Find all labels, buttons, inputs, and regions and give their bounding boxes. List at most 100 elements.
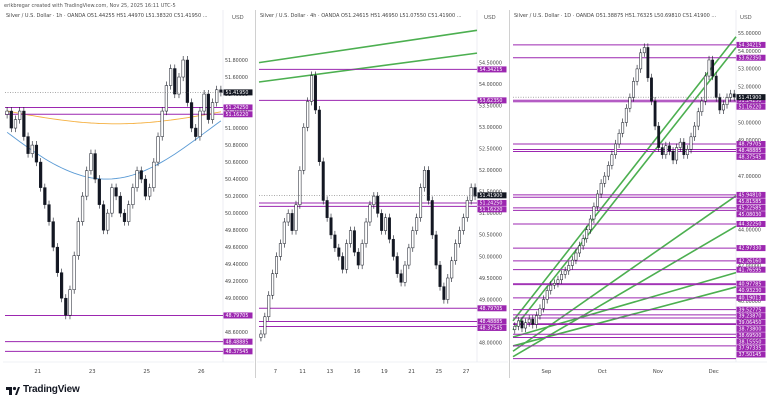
price-tick-label: 54.00000 <box>738 49 761 55</box>
moving-average-orange <box>7 110 221 125</box>
level-price-tag <box>736 147 766 154</box>
candle-body <box>732 93 736 98</box>
candle-body <box>621 122 625 134</box>
candle-body <box>693 125 697 138</box>
trendline <box>512 36 737 322</box>
level-price-label: 45.94810 <box>739 193 762 199</box>
price-tick-label: 49.80000 <box>225 228 248 234</box>
candle-body <box>650 77 653 102</box>
candle-body <box>606 165 610 177</box>
candle-body <box>271 273 275 296</box>
candle-body <box>639 52 643 70</box>
price-tick-label: 49.00000 <box>479 297 502 303</box>
candle-body <box>450 260 454 279</box>
candle-body <box>143 178 148 197</box>
level-price-tag <box>736 319 766 326</box>
candle-body <box>368 204 372 223</box>
candle-body <box>106 212 110 231</box>
candle-body <box>181 59 185 78</box>
level-price-tag <box>736 325 766 332</box>
time-tick-label: Nov <box>653 369 663 375</box>
candle-body <box>333 234 337 249</box>
candle-body <box>678 141 682 148</box>
level-price-label: 48.37545 <box>226 349 249 355</box>
panel-divider <box>255 10 256 378</box>
candle-body <box>722 104 725 111</box>
current-price-tag <box>223 89 253 96</box>
candle-body <box>707 59 711 77</box>
candle-body <box>110 187 114 214</box>
candle-body <box>399 273 403 283</box>
time-tick-label: 25 <box>436 369 443 375</box>
level-price-tag <box>736 141 766 148</box>
candle-body <box>635 68 639 82</box>
level-price-label: 42.97330 <box>739 246 762 252</box>
candle-body <box>592 206 596 220</box>
candle-body <box>664 145 668 155</box>
panel-title: Silver / U.S. Dollar · 4h · OANDA O51.24… <box>260 13 462 19</box>
level-price-label: 48.79705 <box>739 142 762 148</box>
candle-body <box>9 110 13 129</box>
candle-body <box>657 125 661 148</box>
level-price-label: 51.16220 <box>739 104 762 110</box>
candle-body <box>653 100 657 127</box>
candle-body <box>215 89 219 103</box>
price-tick-label: 49.40000 <box>225 262 248 268</box>
candle-body <box>387 217 391 240</box>
level-price-tag <box>736 220 766 227</box>
brand-name: TradingView <box>23 383 80 395</box>
price-tick-label: 40.00000 <box>738 299 761 305</box>
level-price-label: 38.15550 <box>739 339 762 345</box>
level-price-tag <box>477 324 507 331</box>
candle-body <box>286 213 290 223</box>
current-price-label: 51.41900 <box>739 95 762 101</box>
level-price-tag <box>736 332 766 339</box>
candle-body <box>122 212 127 222</box>
candle-body <box>156 136 160 163</box>
level-price-label: 51.16220 <box>226 112 249 118</box>
candle-body <box>642 47 646 54</box>
price-tick-label: 49.50000 <box>479 276 502 282</box>
panel-title: Silver / U.S. Dollar · 1h · OANDA O51.44… <box>6 13 208 19</box>
level-price-tag <box>223 338 253 345</box>
candle-body <box>321 161 325 201</box>
candle-body <box>329 217 333 236</box>
moving-average-blue <box>6 120 222 180</box>
candle-body <box>585 229 589 239</box>
candle-body <box>454 243 458 262</box>
candle-body <box>411 230 415 249</box>
candle-body <box>596 193 599 207</box>
time-tick-label: 26 <box>198 369 205 375</box>
time-tick-label: 23 <box>89 369 96 375</box>
candle-body <box>376 195 380 214</box>
candle-body <box>531 318 535 325</box>
candle-body <box>51 221 55 248</box>
candle-body <box>337 247 341 257</box>
chart-panel-1h[interactable]: 51.8000051.6000051.4000051.2000051.00000… <box>3 10 254 378</box>
level-price-tag <box>477 97 507 104</box>
candle-body <box>660 147 664 155</box>
price-tick-label: 47.00000 <box>738 174 761 180</box>
level-price-tag <box>736 97 766 104</box>
chart-panel-4h[interactable]: 54.50000 54.00000 53.50000 53.00000 52.50000… <box>257 10 508 378</box>
level-price-label: 40.19013 <box>739 295 762 301</box>
price-tick-label: 48.00000 <box>479 340 502 346</box>
candle-body <box>352 230 356 253</box>
chart-panel-1d[interactable]: 55.0000054.0000053.0000052.0000051.00000… <box>511 10 767 378</box>
level-price-label: 41.76595 <box>739 267 762 273</box>
price-tick-label: 54.50000 <box>479 60 502 66</box>
time-tick-label: 13 <box>327 369 334 375</box>
candle-body <box>682 141 686 155</box>
candle-body <box>578 245 581 254</box>
candle-body <box>313 75 317 111</box>
time-tick-label: 16 <box>354 369 361 375</box>
candle-body <box>348 230 352 244</box>
level-price-tag <box>736 54 766 61</box>
candle-body <box>135 170 139 188</box>
candle-body <box>72 255 76 290</box>
candle-body <box>711 59 715 77</box>
price-tick-label: 42.00000 <box>738 263 761 269</box>
currency-label: USD <box>484 15 496 21</box>
current-price-tag <box>477 192 507 199</box>
tradingview-logo[interactable]: TradingView <box>6 383 80 395</box>
